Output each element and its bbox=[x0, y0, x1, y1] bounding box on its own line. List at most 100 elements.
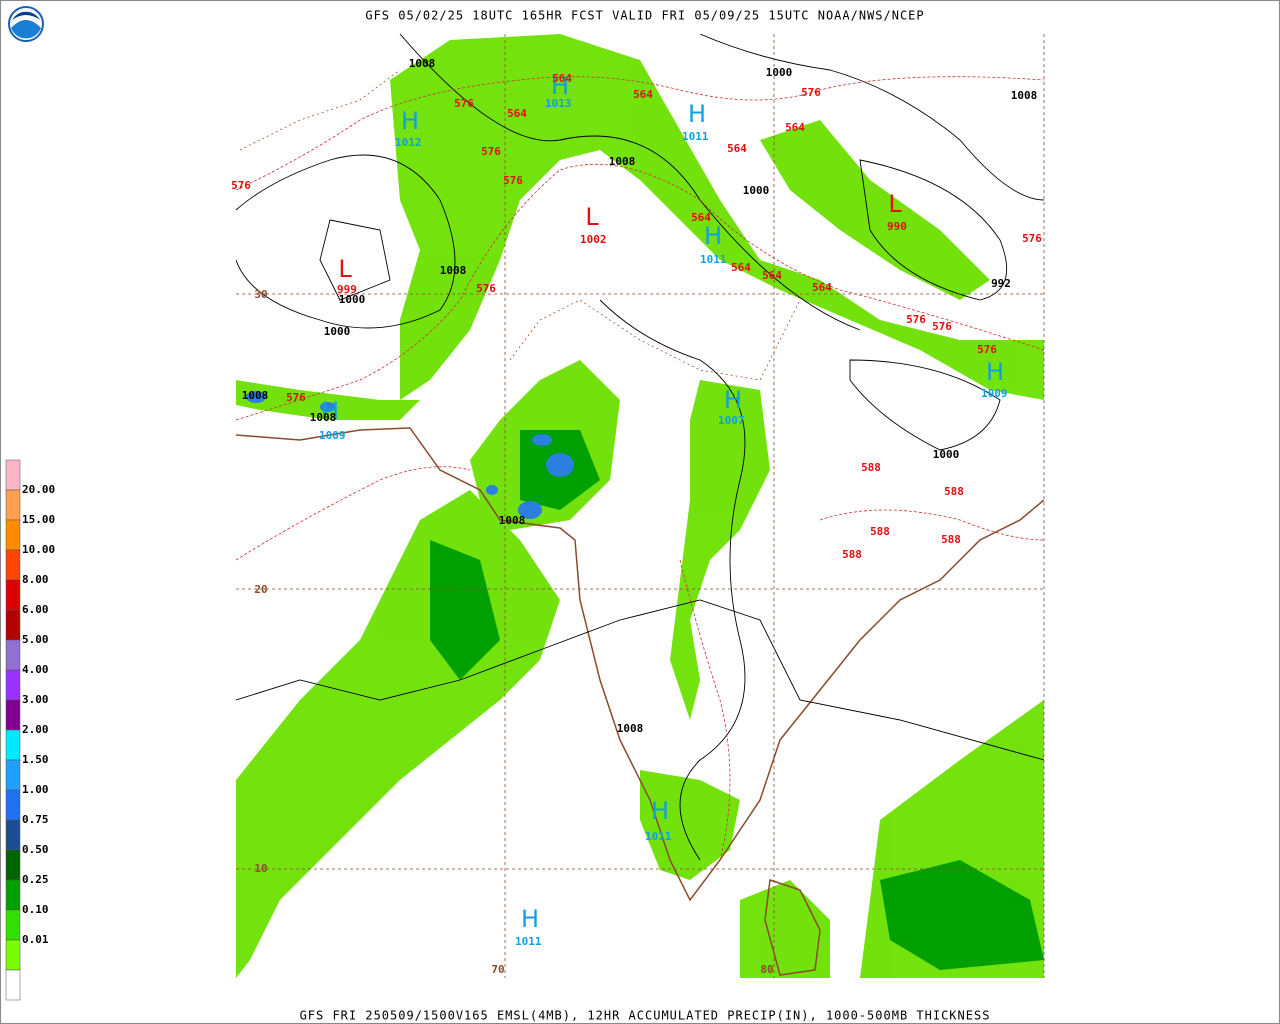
legend-label: 20.00 bbox=[22, 483, 55, 496]
legend-swatch bbox=[5, 849, 21, 881]
legend-swatch bbox=[5, 609, 21, 641]
thickness-label: 564 bbox=[785, 121, 805, 134]
grid-label: 20 bbox=[254, 583, 267, 596]
legend-swatch bbox=[5, 939, 21, 971]
noaa-logo bbox=[8, 6, 44, 42]
thickness-label: 576 bbox=[481, 145, 501, 158]
isobar-label: 1008 bbox=[609, 155, 636, 168]
center-value: 1011 bbox=[645, 830, 672, 843]
thickness-lines bbox=[236, 76, 1044, 861]
footer: GFS FRI 250509/1500V165 EMSL(4MB), 12HR … bbox=[300, 1009, 991, 1023]
center-letter: H bbox=[401, 107, 419, 135]
thickness-label: 564 bbox=[552, 72, 572, 85]
legend-label: 1.00 bbox=[22, 783, 49, 796]
legend-swatch bbox=[5, 459, 21, 491]
center-letter: H bbox=[704, 222, 722, 250]
legend-swatch bbox=[5, 729, 21, 761]
legend-swatch bbox=[5, 519, 21, 551]
legend-swatch bbox=[5, 549, 21, 581]
grid-label: 10 bbox=[254, 862, 267, 875]
center-letter: H bbox=[321, 397, 339, 425]
legend-label: 2.00 bbox=[22, 723, 49, 736]
thickness-label: 564 bbox=[507, 107, 527, 120]
center-value: 1009 bbox=[981, 387, 1008, 400]
center-letter: L bbox=[888, 190, 902, 218]
legend-swatch bbox=[5, 789, 21, 821]
map bbox=[236, 34, 1044, 978]
center-letter: H bbox=[551, 72, 569, 100]
center-letter: L bbox=[338, 255, 352, 283]
precip-blue bbox=[246, 391, 574, 519]
coastline bbox=[236, 427, 1044, 976]
thickness-label: 564 bbox=[727, 142, 747, 155]
isobar-label: 1000 bbox=[324, 325, 351, 338]
legend-swatch bbox=[5, 819, 21, 851]
title: GFS 05/02/25 18UTC 165HR FCST VALID FRI … bbox=[365, 9, 924, 23]
legend-label: 1.50 bbox=[22, 753, 49, 766]
center-value: 1013 bbox=[545, 97, 572, 110]
thickness-label: 576 bbox=[977, 343, 997, 356]
legend-label: 5.00 bbox=[22, 633, 49, 646]
legend-swatch bbox=[5, 669, 21, 701]
isobar-label: 1008 bbox=[310, 411, 337, 424]
isobar-label: 1008 bbox=[1011, 89, 1038, 102]
legend-swatch bbox=[5, 639, 21, 671]
center-value: 990 bbox=[887, 220, 907, 233]
isobar-label: 1008 bbox=[440, 264, 467, 277]
center-value: 1007 bbox=[718, 414, 745, 427]
thickness-label: 588 bbox=[861, 461, 881, 474]
center-letter: L bbox=[585, 203, 599, 231]
legend-swatch bbox=[5, 699, 21, 731]
thickness-label: 576 bbox=[503, 174, 523, 187]
thickness-label: 576 bbox=[932, 320, 952, 333]
thickness-label: 588 bbox=[870, 525, 890, 538]
thickness-label: 576 bbox=[286, 391, 306, 404]
thickness-label: 588 bbox=[944, 485, 964, 498]
legend-label: 6.00 bbox=[22, 603, 49, 616]
grid-label: 30 bbox=[254, 288, 267, 301]
legend-swatch bbox=[5, 759, 21, 791]
center-value: 999 bbox=[337, 283, 357, 296]
isobar-label: 1000 bbox=[743, 184, 770, 197]
center-value: 1011 bbox=[515, 935, 542, 948]
isobar-label: 1008 bbox=[409, 57, 436, 70]
isobar-label: 1000 bbox=[766, 66, 793, 79]
isobars bbox=[236, 34, 1044, 861]
center-letter: H bbox=[651, 797, 669, 825]
legend-swatch bbox=[5, 489, 21, 521]
isobar-label: 992 bbox=[991, 277, 1011, 290]
center-value: 1009 bbox=[319, 429, 346, 442]
isobar-label: 1008 bbox=[242, 389, 269, 402]
thickness-label: 576 bbox=[231, 179, 251, 192]
center-value: 1002 bbox=[580, 233, 607, 246]
thickness-label: 588 bbox=[842, 548, 862, 561]
isobar-label: 1000 bbox=[933, 448, 960, 461]
legend-swatch bbox=[5, 579, 21, 611]
legend-label: 15.00 bbox=[22, 513, 55, 526]
thickness-label: 564 bbox=[633, 88, 653, 101]
center-letter: H bbox=[688, 100, 706, 128]
legend-label: 10.00 bbox=[22, 543, 55, 556]
legend-swatch bbox=[5, 969, 21, 1001]
legend-label: 3.00 bbox=[22, 693, 49, 706]
center-letter: H bbox=[521, 905, 539, 933]
center-value: 1011 bbox=[682, 130, 709, 143]
thickness-label: 564 bbox=[731, 261, 751, 274]
isobar-label: 1000 bbox=[339, 293, 366, 306]
thickness-label: 576 bbox=[454, 97, 474, 110]
thickness-label: 576 bbox=[476, 282, 496, 295]
center-letter: H bbox=[986, 358, 1004, 386]
thickness-label: 576 bbox=[1022, 232, 1042, 245]
borders bbox=[239, 69, 801, 381]
isobar-label: 1008 bbox=[617, 722, 644, 735]
legend-label: 4.00 bbox=[22, 663, 49, 676]
center-letter: H bbox=[724, 386, 742, 414]
legend-label: 0.75 bbox=[22, 813, 49, 826]
grid-label: 80 bbox=[760, 963, 773, 976]
legend-swatch bbox=[5, 909, 21, 941]
center-value: 1011 bbox=[700, 253, 727, 266]
thickness-label: 564 bbox=[762, 269, 782, 282]
latlon-grid bbox=[236, 34, 1045, 978]
